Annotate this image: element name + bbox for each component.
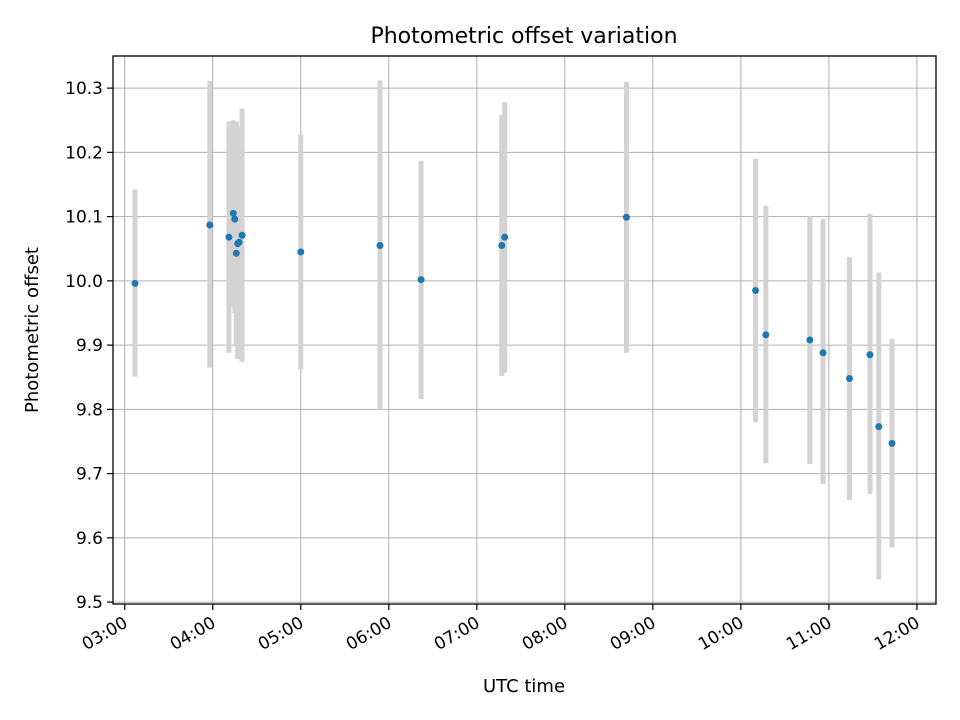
data-point: [875, 423, 883, 431]
data-point: [762, 331, 770, 339]
data-point: [806, 336, 814, 344]
y-axis-ticks: 9.5 9.6 9.7 9.8 9.9 10.0 10.1 10.2 10.3: [65, 79, 113, 613]
data-point: [232, 249, 240, 257]
data-point: [206, 221, 214, 229]
grid: [113, 56, 936, 604]
data-point: [498, 242, 506, 250]
y-tick-label: 10.0: [65, 272, 103, 292]
data-point: [501, 233, 509, 241]
data-point: [417, 276, 425, 284]
data-point: [888, 439, 896, 447]
y-tick-label: 10.3: [65, 79, 103, 99]
data-point: [376, 242, 384, 250]
data-point: [297, 248, 305, 256]
data-point: [131, 279, 139, 287]
y-tick-label: 9.8: [76, 400, 103, 420]
data-point: [225, 233, 233, 241]
data-point: [752, 286, 760, 294]
data-point: [238, 231, 246, 239]
data-point: [231, 215, 239, 223]
y-axis-label: Photometric offset: [22, 247, 43, 413]
y-tick-label: 9.7: [76, 465, 103, 485]
data-point: [622, 213, 630, 221]
y-tick-label: 9.5: [76, 593, 103, 613]
data-point: [229, 209, 237, 217]
data-point: [866, 351, 874, 359]
data-point: [845, 375, 853, 383]
plot-frame: [112, 55, 937, 605]
data-points: [131, 209, 896, 447]
y-tick-label: 9.6: [76, 529, 103, 549]
x-axis-label: UTC time: [483, 676, 565, 697]
y-tick-label: 9.9: [76, 336, 103, 356]
chart-title: Photometric offset variation: [370, 24, 677, 49]
y-tick-label: 10.2: [65, 143, 103, 163]
data-point: [819, 349, 827, 357]
y-tick-label: 10.1: [65, 208, 103, 228]
data-point: [235, 238, 243, 246]
